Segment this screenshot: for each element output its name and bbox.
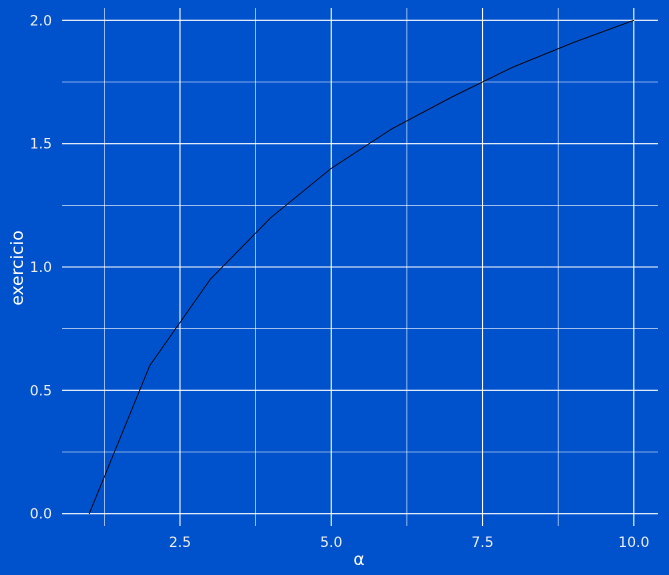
y-tick-label: 1.0 <box>30 260 52 276</box>
series-group <box>88 19 635 515</box>
y-axis-title: exercicio <box>8 230 28 305</box>
y-tick-label: 0.5 <box>30 383 52 399</box>
grid-lines <box>62 8 658 526</box>
x-tick-label: 7.5 <box>471 535 493 551</box>
x-tick-label: 5.0 <box>320 535 342 551</box>
y-tick-label: 1.5 <box>30 137 52 153</box>
series-line <box>88 19 635 515</box>
x-axis-title: α <box>353 550 364 570</box>
y-tick-label: 0.0 <box>30 507 52 523</box>
x-axis-ticks: 2.5 5.0 7.5 10.0 <box>169 535 650 551</box>
x-tick-label: 2.5 <box>169 535 191 551</box>
y-tick-label: 2.0 <box>30 13 52 29</box>
y-axis-ticks: 0.0 0.5 1.0 1.5 2.0 <box>30 13 52 522</box>
x-tick-label: 10.0 <box>618 535 649 551</box>
